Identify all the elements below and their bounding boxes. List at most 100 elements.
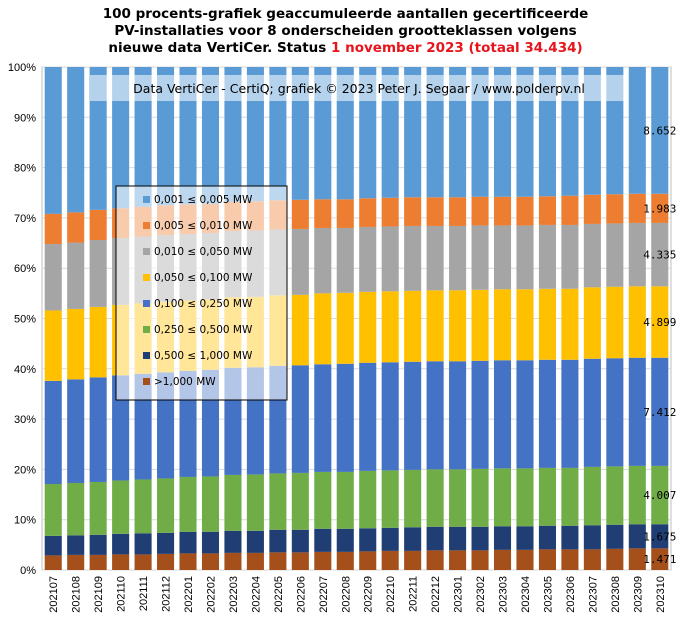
y-tick-label: 50% <box>14 314 36 326</box>
bar-segment <box>516 549 534 570</box>
x-tick-label: 202110 <box>116 576 128 612</box>
bar-segment <box>606 223 624 287</box>
x-tick-label: 202309 <box>632 576 644 613</box>
x-tick-label: 202302 <box>475 576 487 613</box>
bar-segment <box>651 524 669 549</box>
x-tick-label: 202108 <box>71 576 83 613</box>
bar-segment <box>359 362 377 471</box>
bar-segment <box>651 465 669 525</box>
bar-segment <box>314 199 332 228</box>
bar-segment <box>179 553 197 570</box>
y-tick-label: 80% <box>14 163 36 175</box>
bar-segment <box>426 550 444 570</box>
x-tick-label: 202204 <box>250 576 262 613</box>
y-tick-label: 0% <box>20 565 36 577</box>
bar-segment <box>201 553 220 570</box>
bar-segment <box>89 377 107 482</box>
x-tick-label: 202305 <box>542 576 554 613</box>
bar-segment <box>538 359 556 468</box>
x-tick-label: 202205 <box>273 576 285 613</box>
bar-segment <box>449 469 467 527</box>
end-value-label: 1.471 <box>643 553 676 566</box>
bar-segment <box>314 364 332 472</box>
chart-title: 100 procents-grafiek geaccumuleerde aant… <box>0 6 691 57</box>
bar-segment <box>112 533 130 555</box>
bar-segment <box>44 555 62 570</box>
title-highlight: 1 november 2023 (totaal 34.434) <box>331 40 583 56</box>
bar-segment <box>404 197 422 226</box>
bar-segment <box>246 552 264 570</box>
bar-segment <box>224 530 242 553</box>
bar-segment <box>67 482 85 536</box>
legend-label: 0,250 ≤ 0,500 MW <box>154 324 253 336</box>
bar-segment <box>67 212 85 243</box>
bar-segment <box>426 290 444 362</box>
watermark-text: Data VertiCer - CertiQ; grafiek © 2023 P… <box>133 81 585 96</box>
bar-segment <box>538 288 556 360</box>
bar-segment <box>336 363 354 472</box>
bar-segment <box>179 476 197 532</box>
bar-segment <box>516 526 534 550</box>
bar-segment <box>112 67 130 209</box>
bar-segment <box>291 365 309 473</box>
bar-segment <box>449 361 467 470</box>
bar-segment <box>157 478 175 533</box>
y-tick-label: 60% <box>14 263 36 275</box>
bar-segment <box>606 548 624 570</box>
bar-segment <box>67 242 85 309</box>
x-tick-label: 202207 <box>318 576 330 613</box>
bar-segment <box>628 286 646 358</box>
y-tick-label: 10% <box>14 515 36 527</box>
bar-segment <box>381 291 399 363</box>
bar-segment <box>628 222 646 287</box>
bar-segment <box>426 197 444 226</box>
bar-segment <box>404 469 422 528</box>
bar-segment <box>449 197 467 226</box>
bar-segment <box>404 550 422 570</box>
bar-segment <box>493 289 512 361</box>
legend-swatch <box>143 326 150 333</box>
legend-label: >1,000 MW <box>154 376 216 388</box>
bar-segment <box>381 470 399 528</box>
bar-segment <box>134 479 152 534</box>
legend-swatch <box>143 378 150 385</box>
bar-segment <box>471 526 489 551</box>
end-value-label: 4.899 <box>643 316 676 329</box>
bar-segment <box>44 380 62 484</box>
x-tick-label: 202303 <box>498 576 510 613</box>
bar-segment <box>44 535 62 556</box>
bar-segment <box>426 225 444 291</box>
bar-segment <box>224 552 242 570</box>
bar-segment <box>471 468 489 527</box>
x-tick-label: 202208 <box>340 576 352 613</box>
bar-segment <box>583 466 601 526</box>
bar-segment <box>561 525 579 550</box>
bar-segment <box>471 360 489 469</box>
bar-segment <box>404 290 422 362</box>
bar-segment <box>651 67 669 194</box>
x-tick-label: 202210 <box>385 576 397 613</box>
bar-segment <box>112 480 130 534</box>
bar-segment <box>606 466 624 525</box>
bar-segment <box>561 195 579 225</box>
y-tick-label: 100% <box>8 62 36 74</box>
bar-segment <box>516 468 534 527</box>
bar-segment <box>314 293 332 365</box>
x-tick-label: 202209 <box>363 576 375 613</box>
y-tick-label: 90% <box>14 112 36 124</box>
legend-swatch <box>143 300 150 307</box>
bar-segment <box>67 67 85 213</box>
x-tick-label: 202206 <box>295 576 307 613</box>
bar-segment <box>493 360 512 469</box>
bar-segment <box>134 554 152 570</box>
bar-segment <box>89 209 107 241</box>
bar-segment <box>471 550 489 570</box>
bar-segment <box>134 67 152 207</box>
bar-segment <box>561 549 579 570</box>
bar-segment <box>583 287 601 359</box>
bar-segment <box>201 531 220 554</box>
bar-segment <box>314 227 332 294</box>
bar-segment <box>291 529 309 553</box>
bar-segment <box>381 197 399 227</box>
bar-segment <box>89 240 107 307</box>
